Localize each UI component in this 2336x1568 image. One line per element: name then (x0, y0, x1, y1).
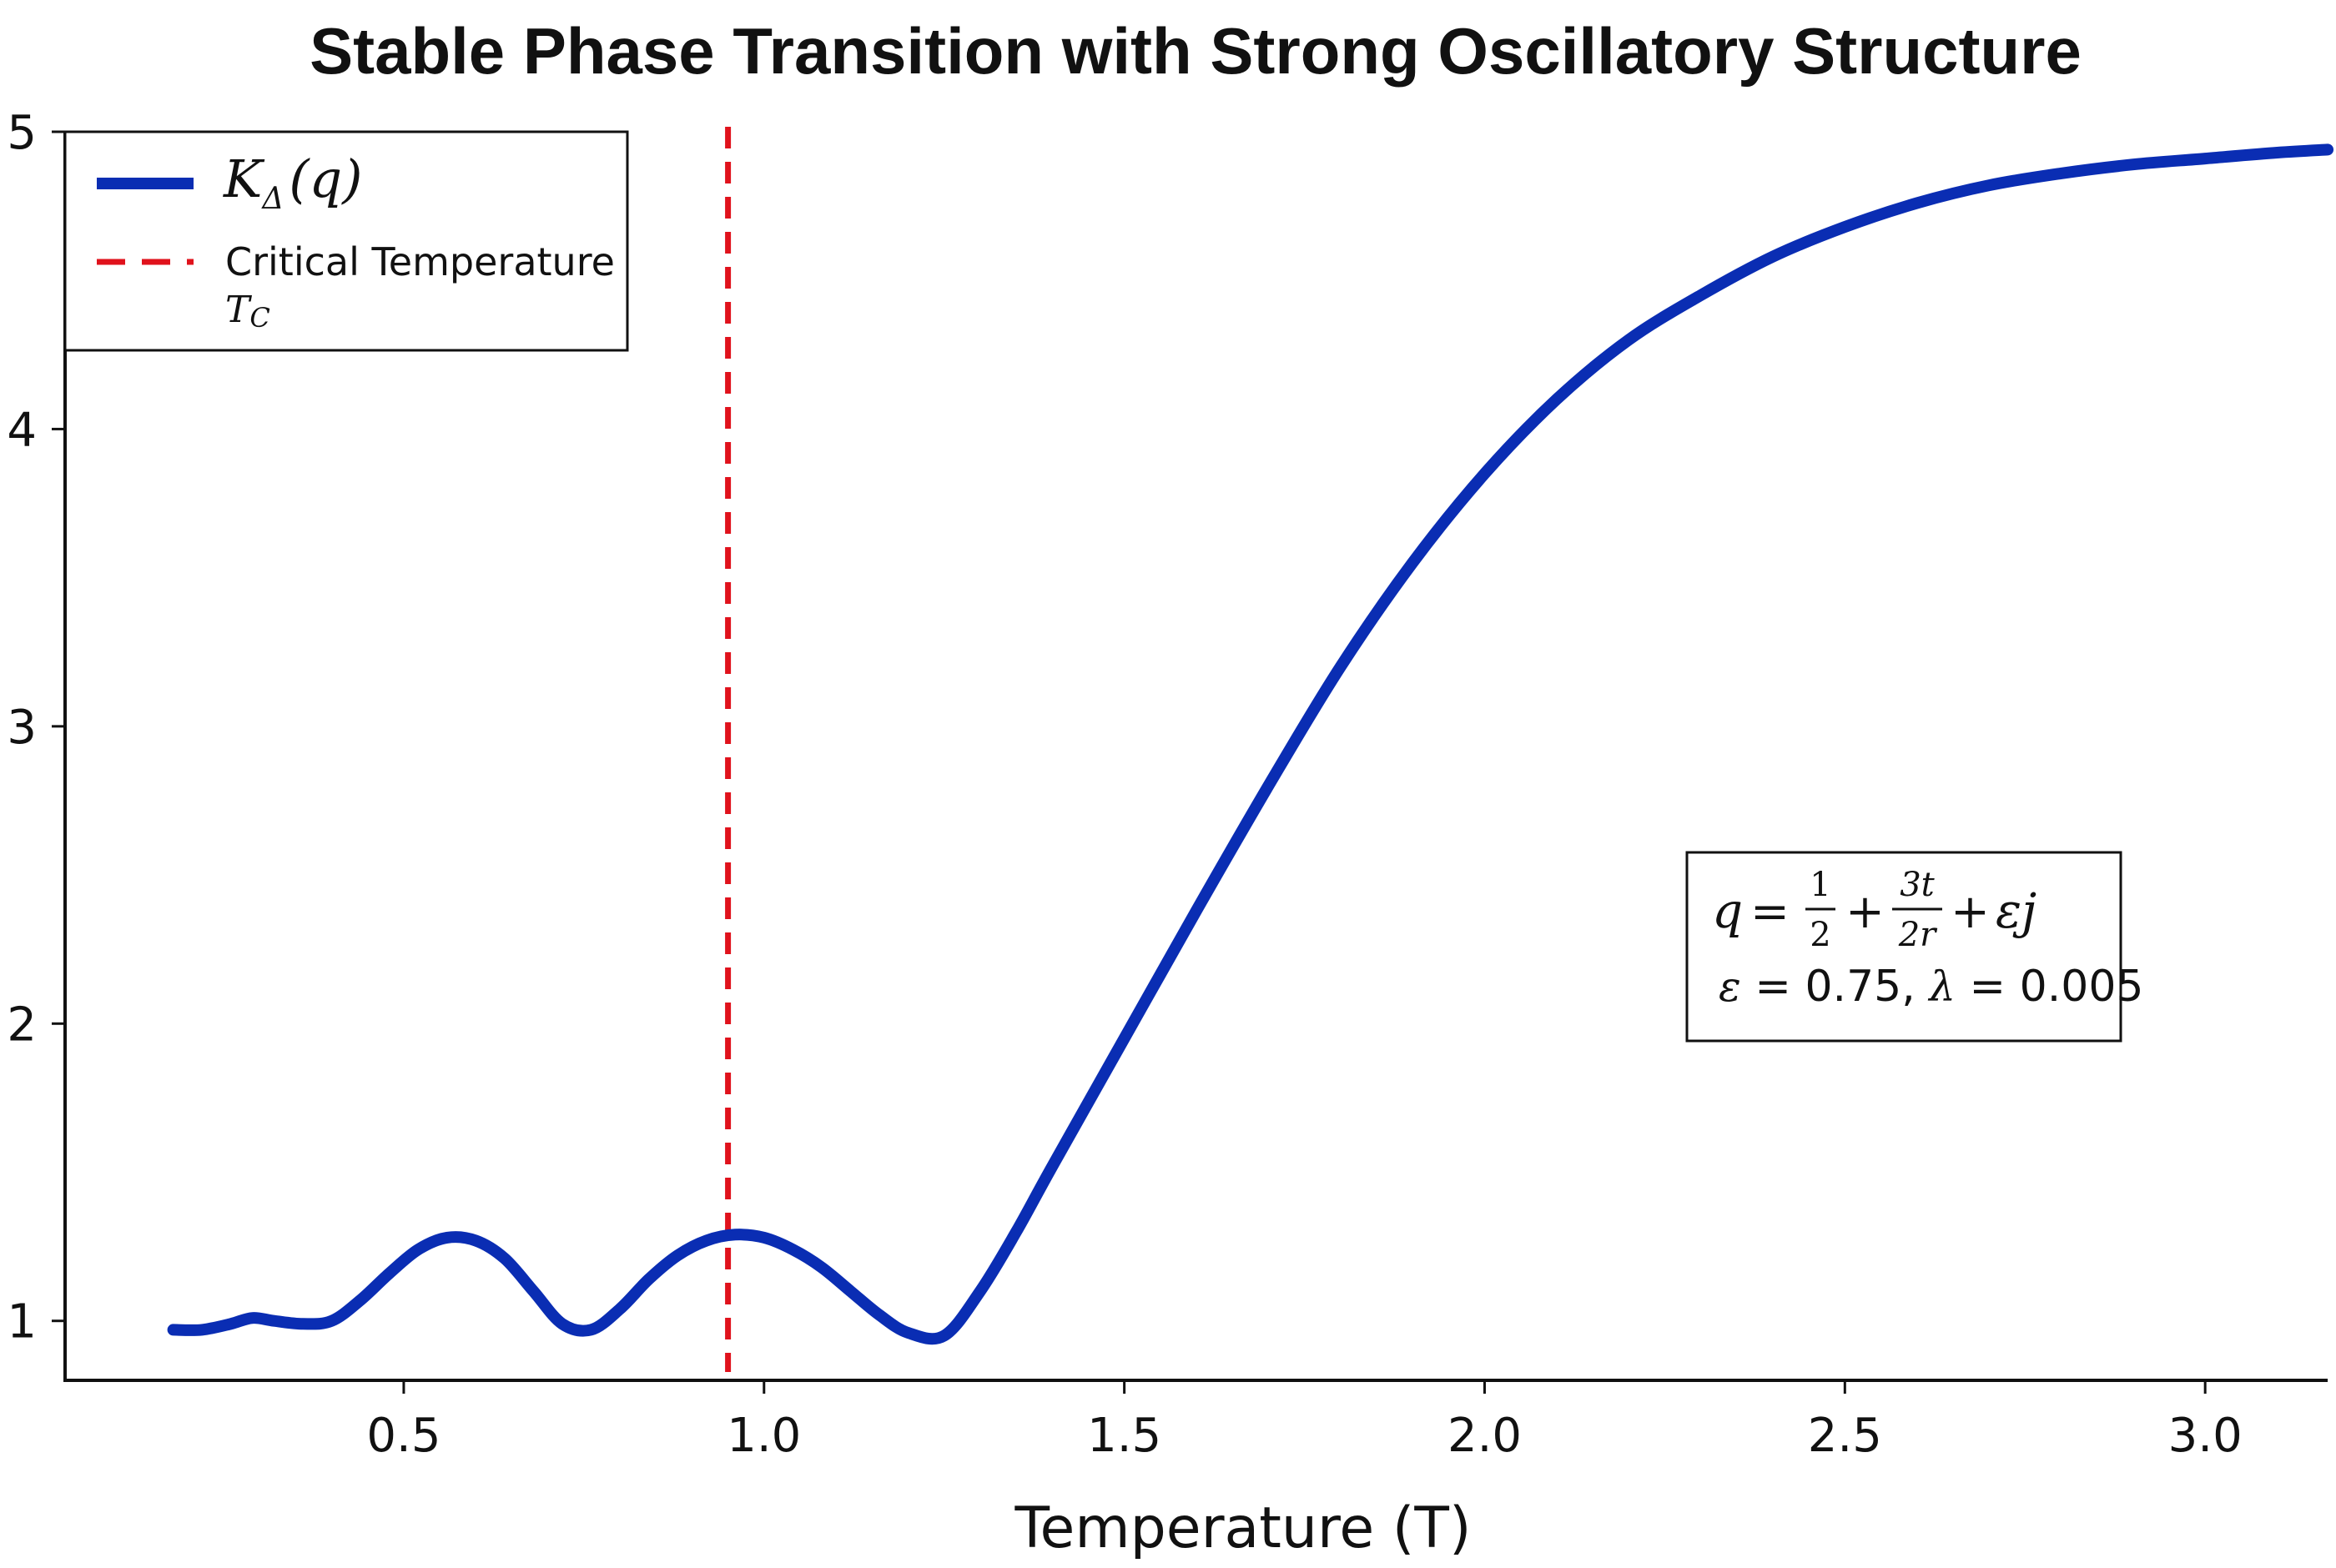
formula-annotation: q = 1 2 + 3t 2r + εj ε = 0.75, λ = 0.005 (1685, 851, 2144, 1043)
formula-equals: = (1750, 885, 1790, 939)
fraction1-denominator: 2 (1810, 916, 1830, 954)
y-tick-label: 2 (7, 998, 37, 1052)
legend: KΔ(q) Critical Temperature TC (63, 130, 629, 352)
formula-plus-1: + (1845, 885, 1885, 939)
legend-tc-main: T (225, 289, 253, 331)
legend-box (63, 130, 629, 352)
fraction2-denominator: 2r (1898, 916, 1938, 954)
legend-k-delta-label: KΔ(q) (223, 148, 362, 216)
legend-k-arg: (q) (289, 148, 362, 209)
formula-plus-2: + (1951, 885, 1990, 939)
x-tick-label: 0.5 (366, 1409, 441, 1463)
fraction2-numerator: 3t (1900, 866, 1935, 904)
parameter-line: ε = 0.75, λ = 0.005 (1719, 962, 2144, 1012)
y-tick-label: 5 (7, 106, 37, 160)
y-tick-label: 1 (7, 1295, 37, 1349)
x-tick-label: 1.5 (1087, 1409, 1161, 1463)
legend-k-sub: Δ (260, 182, 284, 216)
annotation-box (1685, 851, 2122, 1043)
x-tick-label: 2.0 (1447, 1409, 1522, 1463)
formula-tail: εj (1996, 882, 2036, 939)
x-axis-label: Temperature (T) (1014, 1495, 1472, 1561)
formula-lhs: q (1712, 882, 1743, 939)
legend-critical-label: Critical Temperature (225, 239, 615, 284)
y-ticks: 1 2 3 4 5 (7, 106, 65, 1349)
x-ticks: 0.5 1.0 1.5 2.0 2.5 3.0 (366, 1380, 2243, 1463)
fraction1-numerator: 1 (1810, 866, 1830, 904)
epsilon-value: = 0.75, (1741, 962, 1929, 1012)
y-tick-label: 3 (7, 701, 37, 755)
epsilon-symbol: ε (1719, 962, 1741, 1011)
legend-tc-sub: C (249, 302, 269, 334)
y-tick-label: 4 (7, 403, 37, 457)
x-tick-label: 1.0 (727, 1409, 801, 1463)
lambda-value: = 0.005 (1956, 962, 2144, 1012)
chart-title: Stable Phase Transition with Strong Osci… (310, 14, 2082, 88)
legend-critical-symbol: TC (225, 289, 270, 334)
k-delta-series-line (167, 143, 2333, 1345)
x-tick-label: 2.5 (1808, 1409, 1882, 1463)
x-tick-label: 3.0 (2168, 1409, 2243, 1463)
lambda-symbol: λ (1927, 962, 1956, 1011)
legend-k-main: K (223, 148, 265, 209)
